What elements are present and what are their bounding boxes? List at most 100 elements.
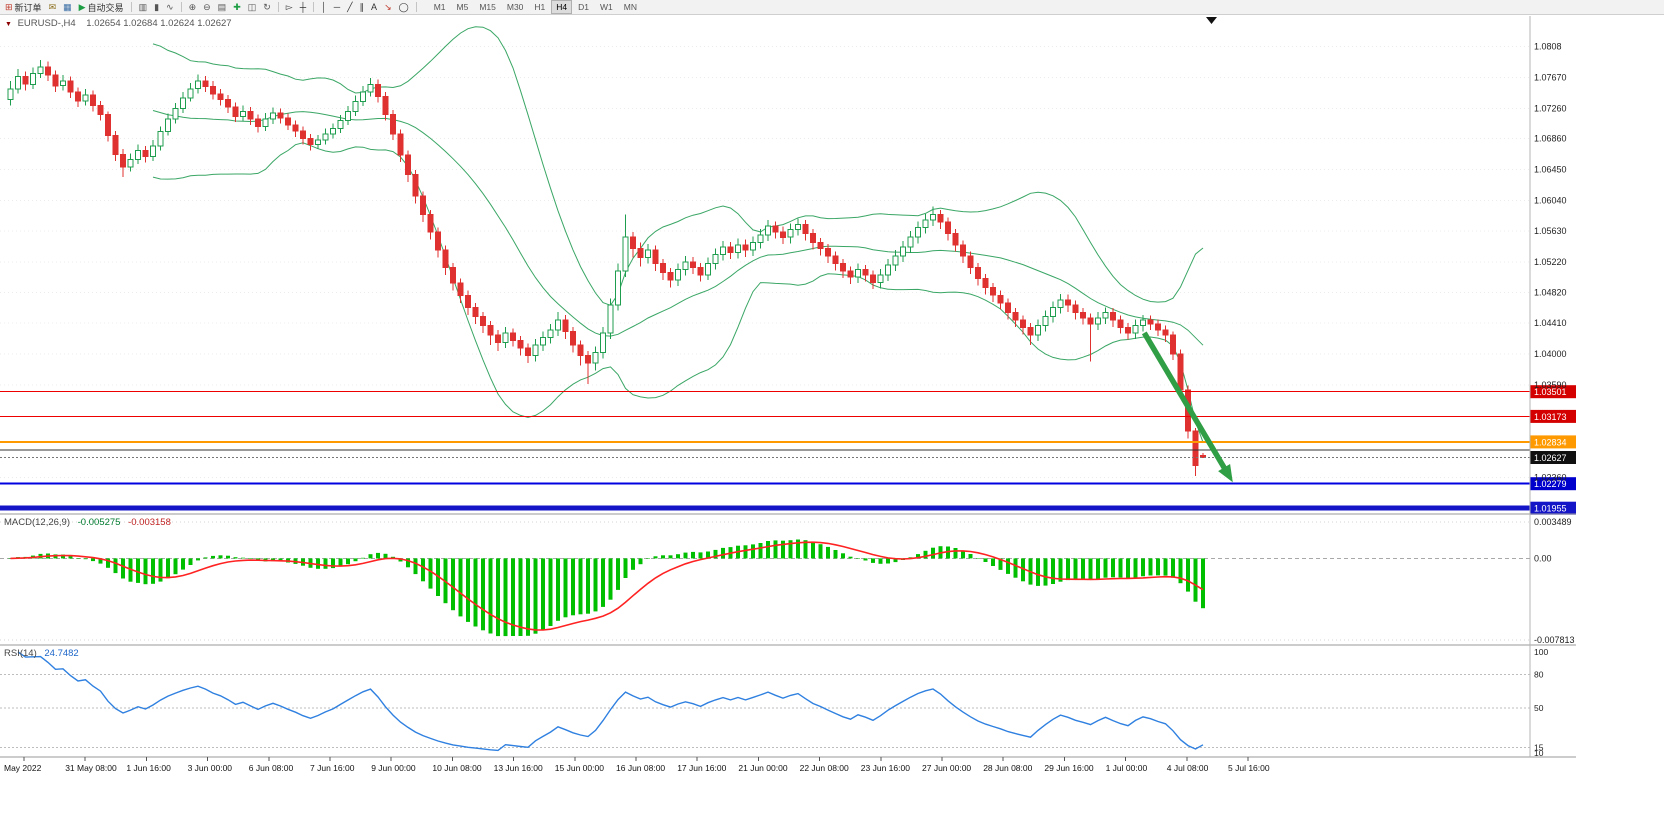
macd-bar [631,558,635,570]
refresh-icon[interactable]: ↻ [260,1,274,13]
candle-body [75,91,81,102]
macd-bar [1006,558,1010,574]
timeframe-m1-button[interactable]: M1 [433,2,446,12]
trendline-icon[interactable]: ╱ [344,1,355,13]
shapes-icon[interactable]: ◯ [396,1,412,13]
macd-bar [863,558,868,561]
macd-bar [788,540,793,559]
candle-body [315,139,321,145]
candle-body [780,231,786,238]
candle-body [1020,319,1026,329]
candle-body [420,195,426,216]
indicators-icon[interactable]: ✚ [230,1,244,13]
candle-body [997,294,1004,304]
tile-windows-icon[interactable]: ◫ [245,1,260,13]
macd-bar [233,557,238,559]
price-badge-label: 1.03501 [1534,387,1567,397]
macd-bar [76,558,80,559]
grid-icon[interactable]: ▤ [215,1,230,13]
vertical-line-icon[interactable]: │ [318,1,330,13]
candle-body [592,352,599,364]
zoom-out-icon[interactable]: ⊖ [200,1,214,13]
zoom-in-icon[interactable]: ⊕ [186,1,200,13]
candle-body [292,124,299,132]
candle-body [1035,324,1041,336]
channel-icon[interactable]: ∥ [357,1,368,13]
timeframe-h1-button[interactable]: H1 [534,2,546,12]
line-chart-icon[interactable]: ∿ [163,1,177,13]
timeframe-m5-button[interactable]: M5 [456,2,469,12]
macd-bar [196,558,200,561]
macd-name: MACD(12,26,9) [4,517,70,528]
arrow-object-icon[interactable]: ↘ [381,1,395,13]
macd-bar [91,558,95,562]
macd-bar [916,554,920,559]
macd-bar [361,557,365,559]
macd-bar [623,558,628,578]
candle-body [787,229,794,238]
macd-bar [661,555,665,559]
candle-body [157,131,164,147]
timeframe-m30-button[interactable]: M30 [506,2,524,12]
macd-bar [278,558,283,562]
candle-body [952,233,959,246]
scroll-to-end-marker[interactable] [1206,17,1217,24]
candlestick-chart-icon[interactable]: ▮ [151,1,162,13]
new-order-button[interactable]: ⊞ 新订单 [2,1,45,13]
market-watch-icon[interactable]: ▦ [60,1,75,13]
macd-bar [533,558,538,634]
text-label-icon[interactable]: A [368,1,380,13]
macd-bar [376,552,380,559]
macd-bar [1171,558,1175,578]
timeframe-m15-button[interactable]: M15 [479,2,496,12]
time-axis-label: 31 May 08:00 [65,763,117,773]
price-axis-label: 1.06450 [1534,164,1567,174]
candle-body [915,226,921,238]
candle-body [742,244,749,251]
mail-icon-glyph: ✉ [48,1,57,12]
mail-icon[interactable]: ✉ [46,1,60,13]
candle-body [1080,312,1086,319]
candle-body [427,214,434,233]
macd-bar [398,558,403,562]
macd-bar [1073,558,1078,580]
macd-bar [1013,558,1018,578]
macd-scale-label: 0.00 [1534,553,1552,563]
cursor-icon-glyph: ▻ [285,1,293,12]
timeframe-h4-button[interactable]: H4 [551,0,573,14]
timeframe-w1-button[interactable]: W1 [600,2,613,12]
candle-body [1140,319,1146,326]
candle-body [630,236,636,249]
horizontal-line-icon[interactable]: ─ [331,1,343,13]
macd-bar [203,557,208,559]
candle-body [67,80,74,93]
price-axis-label: 1.02360 [1534,473,1567,483]
candle-body [270,112,276,120]
bar-chart-icon[interactable]: ▥ [136,1,151,13]
macd-bar [751,544,755,559]
macd-bar [226,555,230,559]
candles-layer [7,60,1206,477]
macd-histogram [8,539,1205,637]
candle-body [195,80,201,90]
candle-body [150,145,156,158]
line-chart-icon-glyph: ∿ [166,1,174,12]
candle-body [1012,312,1019,321]
timeframe-mn-button[interactable]: MN [623,2,638,12]
macd-bar [698,552,703,559]
candle-body [705,263,711,276]
crosshair-icon[interactable]: ┼ [297,1,309,13]
macd-bar [481,558,485,631]
macd-bar [1126,558,1130,579]
macd-bar [331,558,335,569]
candle-body [247,110,254,120]
candle-body [607,304,614,334]
timeframe-d1-button[interactable]: D1 [578,2,590,12]
cursor-icon[interactable]: ▻ [283,1,296,13]
candle-body [1155,323,1161,331]
autotrading-button[interactable]: ▶ 自动交易 [76,1,127,13]
macd-bar [406,558,410,568]
candle-body [255,118,261,127]
candle-body [810,233,816,243]
